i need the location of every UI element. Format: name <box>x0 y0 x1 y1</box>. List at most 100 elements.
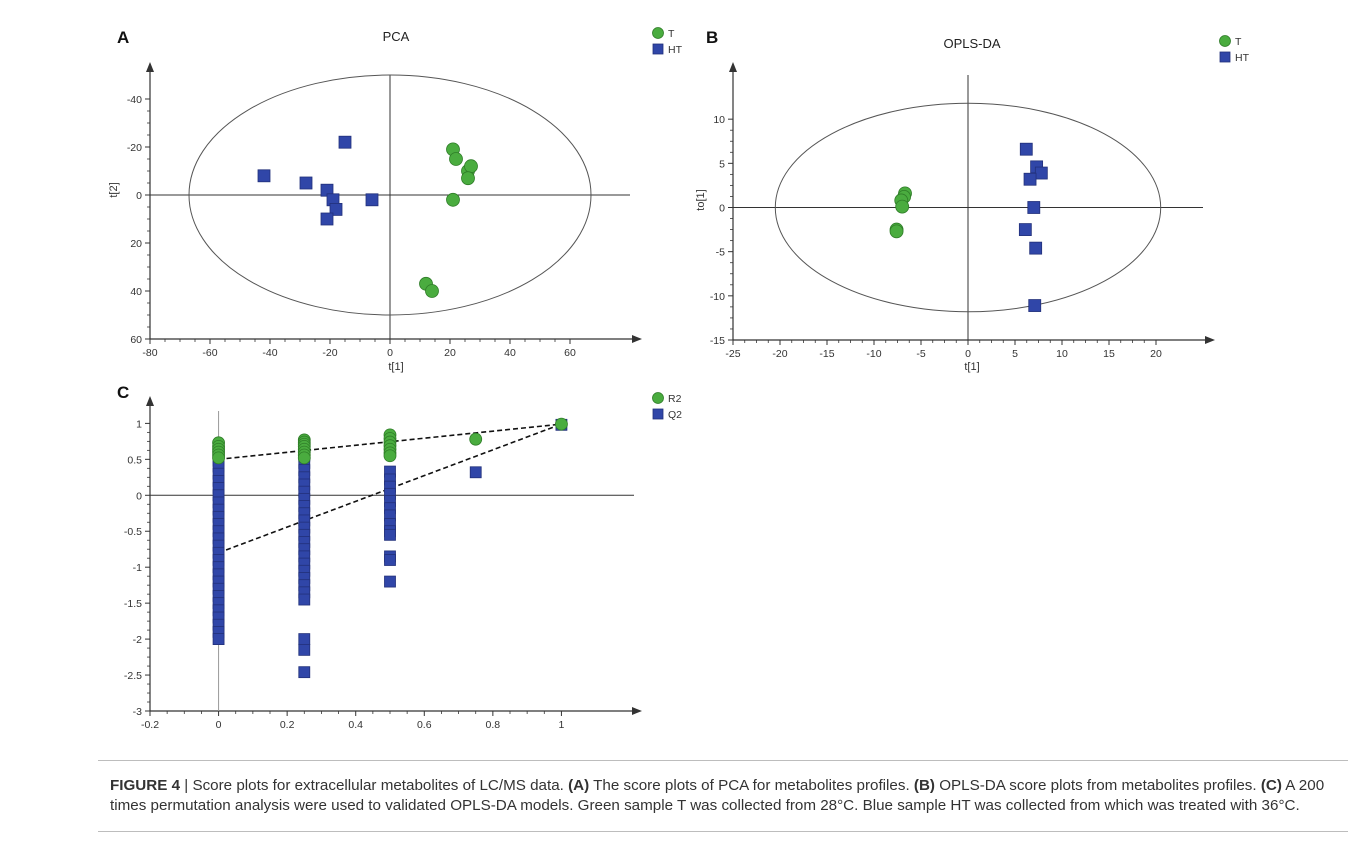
y-tick-label: 0 <box>136 190 142 202</box>
y-tick-label: -1.5 <box>124 598 142 610</box>
data-point-ht <box>1029 241 1043 255</box>
caption-a-text: The score plots of PCA for metabolites p… <box>589 777 914 794</box>
data-point-t <box>889 224 904 239</box>
caption-c-text: A 200 times permutation analysis were us… <box>110 777 1325 814</box>
y-tick-label: 40 <box>130 286 142 298</box>
data-point-ht <box>1023 172 1037 186</box>
y-tick-label: 0 <box>719 203 725 215</box>
data-point-r2 <box>383 449 397 463</box>
chart-title: PCA <box>383 29 410 44</box>
hotelling-ellipse <box>188 74 592 316</box>
x-tick-label: -15 <box>819 348 834 360</box>
data-point-ht <box>257 169 271 183</box>
panel-letter-b: B <box>706 28 718 47</box>
legend-marker-t <box>652 27 664 39</box>
data-point-ht <box>1019 142 1033 156</box>
y-tick-label: 10 <box>713 114 725 126</box>
x-tick-label: -10 <box>866 348 881 360</box>
x-tick-label: -80 <box>142 347 157 359</box>
x-tick-label: -60 <box>202 347 217 359</box>
data-point-q2 <box>298 633 311 645</box>
x-tick-label: -20 <box>322 347 337 359</box>
y-axis-arrow <box>729 62 737 72</box>
x-tick-label: 5 <box>1012 348 1018 360</box>
y-tick-label: 1 <box>136 418 142 430</box>
legend-marker-ht <box>652 43 664 55</box>
x-axis-arrow <box>1205 336 1215 344</box>
x-tick-label: -25 <box>725 348 740 360</box>
y-tick-label: -20 <box>127 142 142 154</box>
y-axis-arrow <box>146 62 154 72</box>
caption-separator: | <box>184 777 189 794</box>
data-point-q2 <box>298 666 311 679</box>
panel-c-permutation-plot: C -0.2 0 0.2 0.4 0.6 0.8 1 -3 -2.5 -2 -1.5 -1 -0.5 0 0.… <box>117 383 682 731</box>
caption-frame <box>98 760 1348 832</box>
y-tick-label: -2.5 <box>124 670 142 682</box>
legend-label-ht: HT <box>1235 52 1250 64</box>
legend-label-t: T <box>1235 36 1242 48</box>
legend-marker-t <box>1219 35 1231 47</box>
data-point-ht <box>1018 223 1032 236</box>
x-tick-label: -40 <box>262 347 277 359</box>
y-axis-title: t[2] <box>108 182 120 197</box>
y-tick-label: -0.5 <box>124 526 142 538</box>
legend-marker-ht <box>1219 51 1231 63</box>
legend-label-q2: Q2 <box>668 409 682 421</box>
data-point-t <box>464 159 478 174</box>
data-point-q2 <box>298 643 311 656</box>
x-tick-label: 0.4 <box>348 719 363 731</box>
y-tick-label: 0.5 <box>127 454 142 466</box>
panel-b-opls-da-plot: B OPLS-DA -25 -20 -15 -10 -5 0 5 10 15 20 -15 -10 -5 0 5… <box>695 28 1250 373</box>
caption-figure-label: FIGURE 4 <box>110 777 181 794</box>
caption-intro: Score plots for extracellular metabolite… <box>188 777 569 794</box>
x-tick-label: 20 <box>444 347 456 359</box>
x-tick-label: 0 <box>216 719 222 731</box>
y-tick-label: -10 <box>710 291 725 303</box>
y-axis-arrow <box>146 396 154 406</box>
data-point-t <box>461 171 475 186</box>
x-tick-label: 0.8 <box>486 719 501 731</box>
x-tick-label: 0.2 <box>280 719 295 731</box>
data-point-q2 <box>384 554 396 566</box>
legend-marker-q2 <box>652 408 664 420</box>
y-tick-label: 20 <box>130 238 142 250</box>
x-tick-label: 60 <box>564 347 576 359</box>
x-tick-label: -5 <box>916 348 925 360</box>
data-point-q2 <box>384 528 396 541</box>
x-axis-arrow <box>632 335 642 343</box>
caption-a-label: (A) <box>568 777 590 794</box>
data-point-t <box>446 192 460 207</box>
x-tick-label: 20 <box>1150 348 1162 360</box>
y-tick-label: -15 <box>710 335 725 347</box>
data-point-ht <box>1028 299 1042 312</box>
y-axis-title: to[1] <box>695 189 707 210</box>
data-point-q2 <box>469 466 482 479</box>
data-point-t <box>895 199 910 214</box>
caption-b-label: (B) <box>913 777 935 794</box>
legend-marker-r2 <box>652 392 664 404</box>
x-tick-label: 0 <box>387 347 393 359</box>
caption-c-label: (C) <box>1260 777 1282 794</box>
panel-letter-a: A <box>117 28 129 47</box>
data-point-ht <box>365 193 379 207</box>
y-tick-label: 0 <box>136 490 142 502</box>
y-tick-label: -5 <box>716 247 725 259</box>
data-point-ht <box>329 202 343 216</box>
y-tick-label: -2 <box>133 634 142 646</box>
x-tick-label: 1 <box>559 719 565 731</box>
x-tick-label: 40 <box>504 347 516 359</box>
x-tick-label: 0.6 <box>417 719 432 731</box>
hotelling-ellipse <box>774 102 1162 313</box>
x-axis-title: t[1] <box>964 361 979 373</box>
regression-line-q2 <box>218 423 562 554</box>
y-tick-label: -40 <box>127 94 142 106</box>
x-tick-label: 15 <box>1103 348 1115 360</box>
x-axis-title: t[1] <box>388 361 403 373</box>
data-point-ht <box>320 212 334 226</box>
legend-label-t: T <box>668 28 675 40</box>
panel-a-pca-plot: A PCA -80 -60 -40 -20 0 20 40 60 -40 -20 0 20 40 60 t[1]… <box>108 27 683 373</box>
data-point-r2 <box>212 451 225 465</box>
data-point-q2 <box>384 575 396 588</box>
caption-b-text: OPLS-DA score plots from metabolites pro… <box>935 777 1261 794</box>
